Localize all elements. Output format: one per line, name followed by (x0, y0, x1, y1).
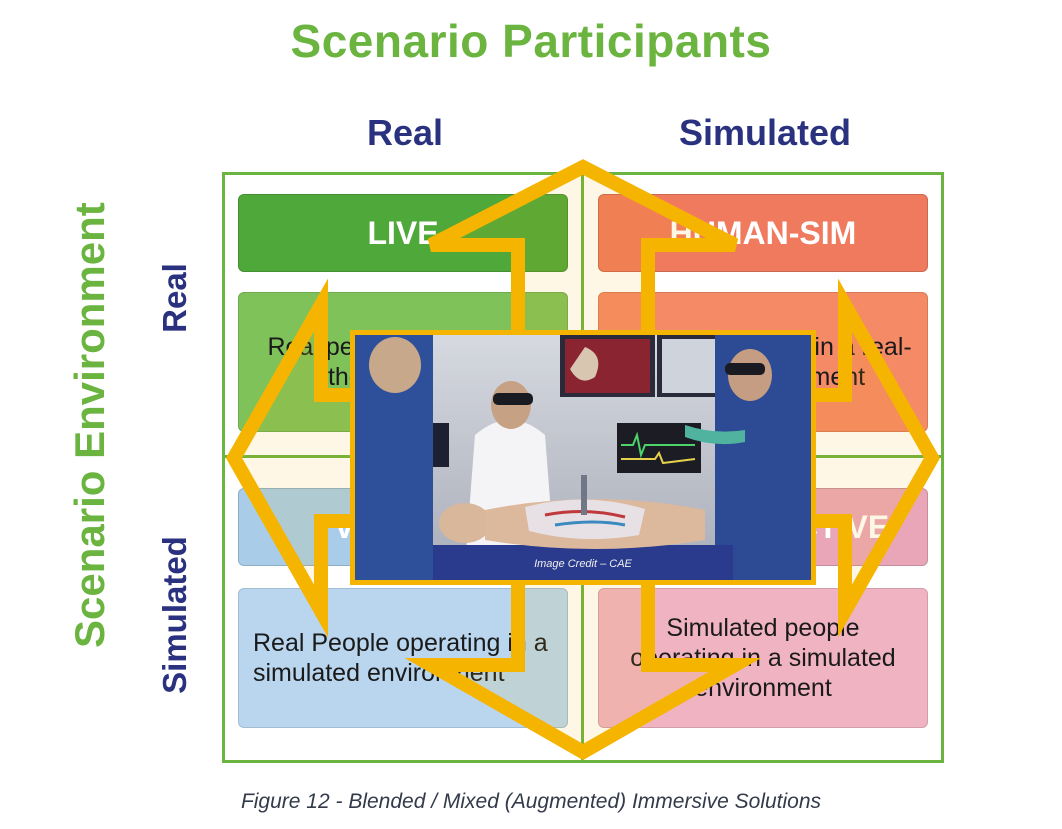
figure-caption: Figure 12 - Blended / Mixed (Augmented) … (240, 790, 822, 813)
column-header-simulated: Simulated (678, 112, 852, 153)
medical-training-illustration (355, 335, 811, 580)
column-header-real: Real (366, 112, 444, 153)
mixed-reality-photo: Image Credit – CAE (350, 330, 816, 585)
image-credit: Image Credit – CAE (534, 558, 632, 570)
main-title: Scenario Participants (290, 15, 772, 67)
